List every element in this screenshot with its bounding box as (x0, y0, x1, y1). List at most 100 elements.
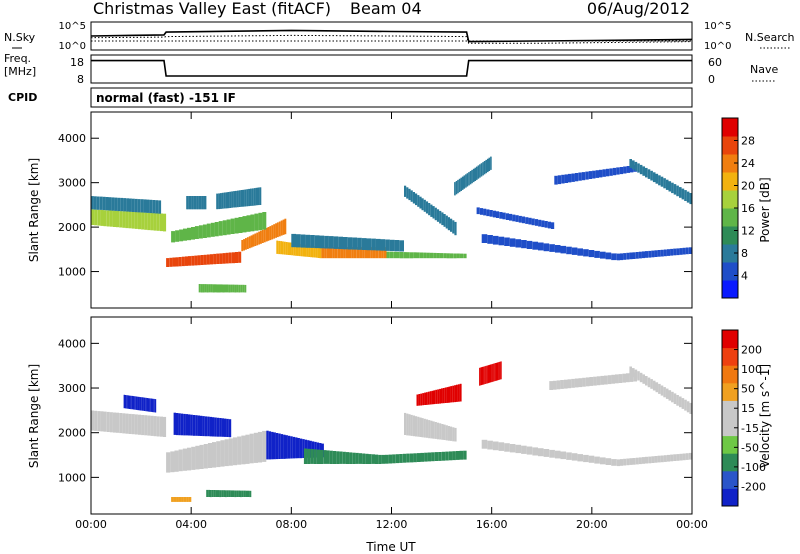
band-2-cell (200, 415, 203, 436)
nsky-series (90, 29, 693, 44)
band-15-cell (663, 249, 667, 257)
band-9-cell (220, 284, 223, 293)
band-5-cell (300, 244, 303, 257)
band-0-cell (156, 416, 160, 437)
band-1-cell (224, 439, 229, 467)
band-12-cell (571, 453, 578, 461)
power-yticks: 1000 2000 3000 4000 (58, 132, 692, 279)
band-14-cell (515, 239, 522, 248)
band-14-cell (567, 379, 572, 389)
band-15-cell (679, 396, 682, 408)
band-11-cell (251, 188, 254, 206)
band-12-cell (538, 448, 544, 457)
band-11-cell (220, 193, 222, 209)
band-5-cell (285, 242, 288, 255)
band-13-cell (469, 171, 472, 185)
band-12-cell (417, 195, 420, 207)
band-10-cell (488, 365, 490, 383)
band-13-cell (670, 454, 674, 462)
band-6-cell (427, 452, 432, 462)
band-6-cell (370, 247, 373, 259)
band-9-cell (216, 284, 219, 293)
band-15-cell (650, 379, 653, 389)
power-colorbar-tick-label: 4 (741, 270, 748, 283)
band-5-cell (276, 240, 279, 254)
band-13-cell (688, 452, 692, 460)
band-7-cell (213, 490, 216, 497)
band-11-cell (240, 190, 243, 207)
band-17-cell (626, 166, 630, 173)
band-12-cell (487, 440, 493, 450)
band-3-cell (146, 398, 148, 412)
band-4-cell (285, 435, 288, 459)
band-2-cell (185, 414, 188, 436)
band-6-cell (340, 247, 344, 259)
band-14-cell (600, 251, 606, 259)
band-9-cell (424, 392, 426, 405)
band-12-cell (600, 457, 606, 465)
band-18-cell (684, 190, 687, 201)
band-8-cell (181, 497, 183, 502)
band-16-cell (509, 213, 513, 221)
date-label: 06/Aug/2012 (587, 0, 690, 18)
band-12-cell (425, 201, 429, 214)
band-11-cell (439, 423, 442, 440)
velocity-colorbar-step (722, 470, 738, 489)
band-10-cell (479, 367, 481, 386)
band-11-cell (235, 190, 237, 208)
band-15-cell (632, 368, 635, 378)
band-14-cell (607, 375, 612, 385)
band-11-cell (432, 421, 435, 439)
series-1-line (90, 34, 693, 44)
nave-tick-bottom: 0 (708, 73, 715, 86)
band-14-cell (594, 250, 600, 258)
band-14-cell (571, 247, 578, 255)
band-7-cell (300, 234, 306, 248)
band-13-cell (488, 157, 491, 171)
band-2-cell (212, 417, 215, 437)
power-colorbar-step (722, 244, 738, 263)
band-18-cell (655, 173, 659, 184)
band-9-cell (236, 284, 239, 293)
band-8-cell (184, 497, 186, 502)
power-colorbar-tick-label: 20 (741, 180, 755, 193)
band-15-cell (651, 250, 655, 258)
band-8-cell (403, 252, 407, 259)
band-7-cell (343, 237, 348, 250)
band-2-cell (226, 418, 229, 437)
band-12-cell (410, 190, 413, 202)
band-4-cell (258, 212, 263, 231)
band-9-cell (228, 284, 231, 293)
band-1-cell (187, 447, 192, 471)
power-colorbar-step (722, 226, 738, 245)
band-6-cell (431, 452, 435, 462)
velocity-colorbar-step (722, 400, 738, 419)
power-ylabel: Slant Range [km] (27, 158, 41, 262)
band-3-cell (265, 227, 268, 242)
band-1-cell (257, 431, 263, 463)
band-4-cell (234, 217, 239, 234)
nave-label: Nave (750, 63, 778, 76)
band-0-cell (119, 211, 123, 228)
band-7-cell (389, 239, 395, 252)
band-12-cell (566, 452, 572, 460)
band-8-cell (172, 497, 173, 502)
band-12-cell (447, 217, 450, 231)
band-2-cell (221, 418, 224, 437)
band-11-cell (221, 192, 224, 209)
band-15-cell (670, 248, 674, 256)
band-12-cell (498, 442, 505, 451)
band-3-cell (152, 398, 154, 413)
band-3-cell (139, 397, 142, 411)
band-13-cell (466, 173, 469, 187)
band-5-cell (326, 450, 330, 464)
band-4-cell (290, 436, 293, 459)
band-4-cell (206, 223, 211, 238)
xtick-label: 08:00 (275, 518, 307, 531)
band-13-cell (472, 168, 475, 183)
band-15-cell (668, 390, 672, 401)
band-0-cell (106, 411, 110, 432)
band-13-cell (641, 457, 645, 464)
band-10-cell (491, 364, 493, 383)
band-11-cell (445, 425, 448, 441)
